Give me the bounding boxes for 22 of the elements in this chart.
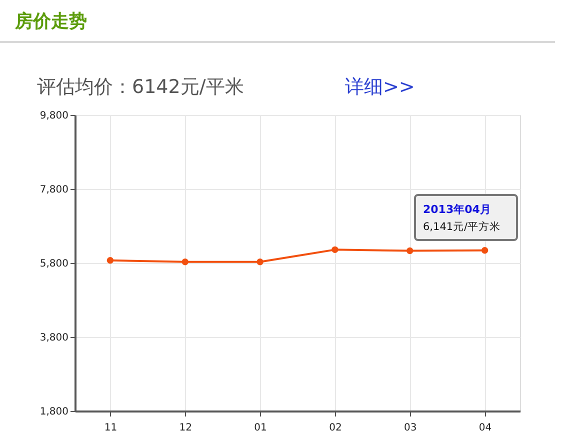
point: [332, 246, 338, 254]
x-tick-label: 11: [104, 422, 118, 434]
annotation: 6,141元/平方米: [423, 220, 501, 233]
y-tick-label: 9,800: [40, 110, 68, 122]
chart-subtitle: 评估均价：6142元/平米: [37, 76, 244, 98]
annotation: 2013年04月: [423, 203, 491, 216]
y-tick-label: 5,800: [40, 258, 68, 270]
point: [406, 247, 414, 254]
text: 详细>>: [345, 76, 415, 98]
point: [106, 257, 114, 264]
y-tick-label: 1,800: [40, 406, 68, 418]
x-tick-label: 01: [254, 422, 267, 434]
y-tick-label: 3,800: [40, 332, 68, 344]
x-tick-label: 12: [179, 422, 192, 434]
point: [256, 258, 264, 266]
point: [481, 247, 488, 254]
chart-title: 房价走势: [14, 11, 87, 32]
y-tick-label: 7,800: [40, 184, 68, 196]
x-tick-label: 03: [404, 422, 417, 434]
x-tick-label: 02: [329, 422, 342, 434]
x-tick-label: 04: [478, 422, 492, 434]
point: [182, 258, 188, 266]
